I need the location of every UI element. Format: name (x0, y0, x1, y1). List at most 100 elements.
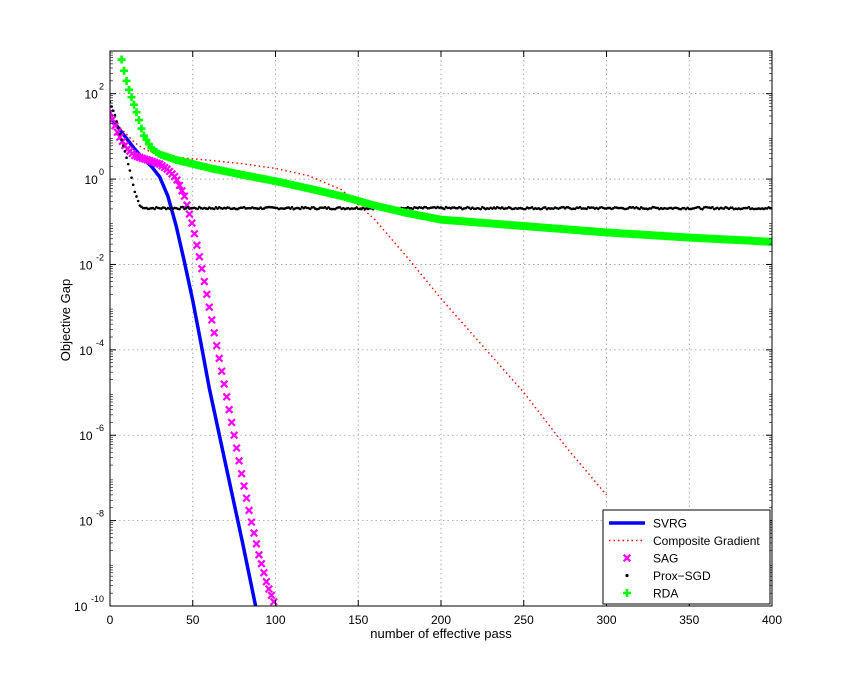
x-tick-label: 400 (762, 613, 782, 627)
sag-marker (192, 241, 201, 250)
sag-marker (197, 264, 206, 273)
series-line (111, 116, 608, 496)
rda-marker (127, 93, 136, 102)
rda-marker (137, 124, 146, 133)
prox-sgd-marker (212, 207, 216, 211)
prox-sgd-marker (125, 156, 128, 160)
sag-marker (252, 539, 261, 548)
sag-marker (254, 550, 264, 559)
plot-frame (109, 50, 773, 607)
sag-marker (269, 597, 278, 606)
legend-label: RDA (653, 587, 678, 601)
y-tick-label: -810 (79, 509, 104, 529)
sag-marker (262, 577, 271, 586)
sag-marker (215, 354, 224, 363)
sag-marker (200, 277, 209, 286)
sag-marker (220, 379, 229, 389)
legend-swatch (623, 589, 631, 597)
x-tick-label: 50 (186, 613, 200, 627)
prox-sgd-marker (118, 132, 122, 136)
prox-sgd-marker (130, 176, 133, 179)
y-tick-base: 10 (84, 88, 98, 102)
series-4 (117, 55, 772, 246)
prox-sgd-marker (128, 169, 132, 172)
x-tick-label: 150 (348, 613, 368, 627)
y-tick-exponent: -4 (96, 338, 104, 348)
series-0 (110, 118, 258, 606)
prox-sgd-marker (136, 199, 140, 203)
y-tick-base: 10 (79, 515, 93, 529)
sag-marker (249, 528, 259, 538)
axes (109, 50, 773, 607)
legend-item: SAG (622, 552, 678, 566)
legend-swatch (622, 553, 632, 563)
sag-marker (177, 186, 187, 195)
prox-sgd-marker (711, 205, 714, 209)
sag-marker (118, 137, 127, 146)
legend-label: Prox−SGD (653, 569, 711, 583)
prox-sgd-marker (131, 183, 135, 187)
prox-sgd-marker (479, 207, 483, 211)
sag-marker (172, 175, 182, 185)
series-1 (111, 116, 608, 496)
prox-sgd-marker (178, 207, 181, 211)
prox-sgd-marker (697, 206, 701, 209)
rda-marker (139, 131, 148, 140)
prox-sgd-marker (299, 207, 302, 211)
prox-sgd-marker (121, 144, 125, 147)
y-tick-base: 10 (84, 173, 98, 187)
sag-marker (182, 201, 192, 210)
sag-marker (187, 218, 197, 228)
prox-sgd-marker (730, 206, 734, 209)
sag-marker (202, 290, 211, 299)
x-tick-label: 250 (514, 613, 534, 627)
sag-marker (230, 431, 239, 440)
legend-item: SVRG (609, 517, 687, 531)
rda-marker (129, 100, 138, 109)
prox-sgd-marker (120, 138, 123, 142)
sag-marker (225, 405, 234, 414)
y-tick-label: 010 (84, 167, 104, 187)
y-tick-exponent: -8 (96, 509, 104, 519)
y-tick-exponent: 2 (99, 82, 104, 92)
prox-sgd-marker (135, 195, 138, 198)
y-tick-base: 10 (79, 429, 93, 443)
sag-marker (232, 443, 241, 453)
prox-sgd-marker (338, 206, 342, 209)
prox-sgd-marker (530, 205, 534, 209)
sag-marker (242, 494, 251, 503)
sag-marker (195, 252, 204, 261)
y-axis-label: Objective Gap (58, 279, 73, 361)
sag-marker (257, 559, 266, 568)
sag-marker (205, 303, 214, 312)
prox-sgd-marker (116, 126, 120, 130)
rda-marker (144, 140, 153, 149)
prox-sgd-marker (133, 190, 137, 194)
sag-marker (185, 210, 194, 219)
prox-sgd-marker (543, 206, 547, 209)
prox-sgd-marker (196, 207, 200, 211)
legend-label: SAG (653, 552, 678, 566)
sag-marker (239, 481, 249, 491)
legend-swatch (625, 573, 629, 578)
sag-marker (175, 181, 184, 190)
prox-sgd-marker (585, 207, 588, 211)
sag-marker (247, 518, 256, 527)
legend-item: Composite Gradient (609, 534, 760, 548)
x-tick-label: 300 (596, 613, 616, 627)
tick-labels: 0 50 100 150 200 250 300 350 400210010-210-410-6… (74, 82, 782, 627)
rda-marker (117, 55, 126, 64)
prox-sgd-marker (123, 150, 127, 153)
y-tick-label: -410 (79, 338, 104, 358)
legend-label: Composite Gradient (653, 534, 760, 548)
sag-marker (259, 568, 268, 577)
y-tick-base: 10 (74, 600, 88, 614)
rda-marker (142, 135, 151, 144)
y-tick-label: -610 (79, 423, 104, 443)
prox-sgd-marker (701, 207, 704, 211)
y-tick-exponent: -10 (91, 594, 104, 604)
sag-marker (190, 229, 199, 238)
